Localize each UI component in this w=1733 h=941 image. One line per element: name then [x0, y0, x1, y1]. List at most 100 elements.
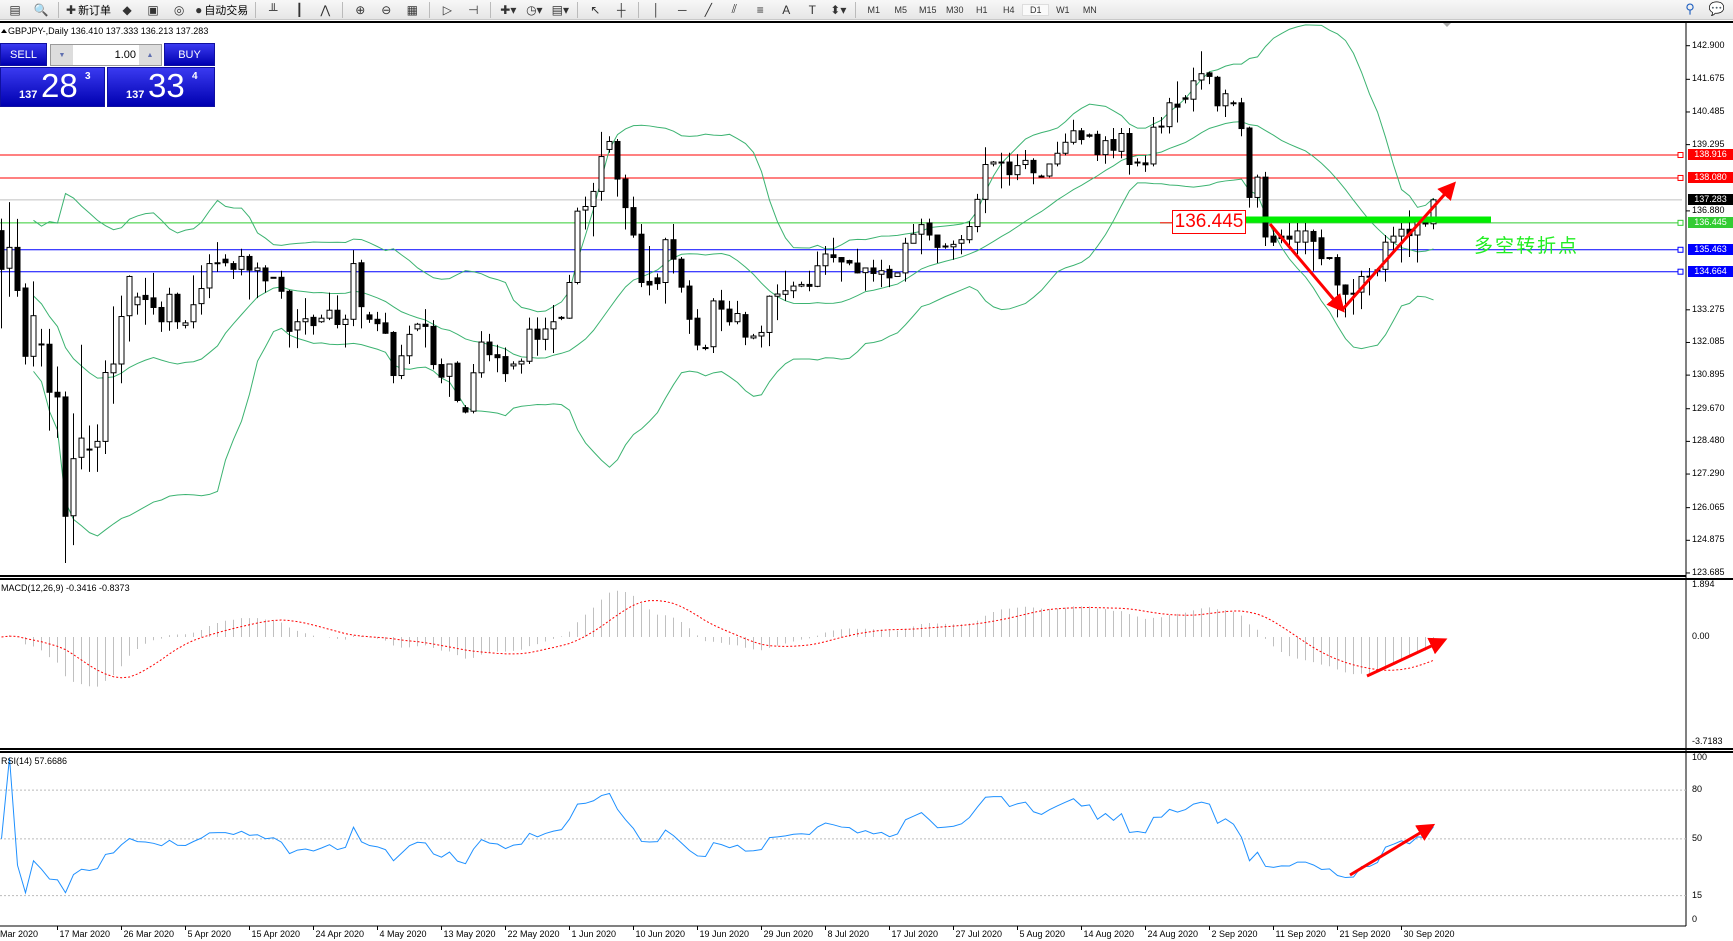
line-chart-button[interactable]: ⋀ — [312, 1, 338, 19]
timeframe-m30[interactable]: M30 — [946, 4, 964, 15]
up-arrow — [1341, 181, 1456, 310]
level-handle-icon — [1677, 152, 1684, 159]
candle-body — [1094, 133, 1101, 156]
candle — [718, 289, 725, 332]
chart-shift-button[interactable]: ⊣ — [460, 1, 486, 19]
equidistant-channel-button[interactable]: ⫽ — [721, 1, 747, 19]
date-axis-label: 17 Jul 2020 — [891, 929, 939, 939]
price-axis-label: 132.085 — [1692, 336, 1725, 347]
candle — [454, 361, 461, 403]
auto-trading-button[interactable]: ● 自动交易 — [192, 1, 251, 19]
autoscroll-button[interactable]: ▷ — [434, 1, 460, 19]
buy-button[interactable]: BUY — [164, 43, 215, 66]
chart-header-triangle-icon — [1, 29, 7, 33]
trendline-button[interactable]: ╱ — [695, 1, 721, 19]
fibonacci-button[interactable]: ≡ — [747, 1, 773, 19]
candle — [990, 160, 997, 167]
candle — [822, 246, 829, 275]
price-axis-label: 129.670 — [1692, 402, 1725, 413]
timeframe-mn[interactable]: MN — [1082, 4, 1097, 15]
text-button[interactable]: A — [773, 1, 799, 19]
macd-pane — [1, 590, 1434, 687]
toolbar-separator — [255, 1, 257, 18]
candle — [1294, 222, 1301, 255]
timeframe-h1[interactable]: H1 — [976, 4, 988, 15]
annotation-price-label[interactable]: 136.445 — [1172, 210, 1246, 234]
candle-body — [182, 322, 189, 326]
crosshair-button[interactable]: ┼ — [608, 1, 634, 19]
level-handle-icon — [1677, 219, 1684, 226]
candle — [798, 281, 805, 288]
timeframe-m1[interactable]: M1 — [867, 4, 881, 15]
candle-body — [366, 314, 373, 320]
ask-price-box[interactable]: 137 33 4 — [107, 67, 215, 107]
vertical-line-button[interactable]: │ — [643, 1, 669, 19]
search-icon[interactable]: ⚲ — [1685, 1, 1695, 16]
arrows-button[interactable]: ⬍▾ — [825, 1, 851, 19]
candle-body — [150, 297, 157, 308]
candle — [310, 314, 317, 335]
level-handle-icon — [1677, 268, 1684, 275]
timeframe-d1[interactable]: D1 — [1022, 3, 1050, 16]
candle — [1030, 158, 1037, 185]
volume-decrease-icon[interactable]: ▼ — [51, 45, 73, 65]
candle — [830, 237, 837, 263]
tile-windows-button[interactable]: ▦ — [399, 1, 425, 19]
candle — [366, 311, 373, 323]
candle — [774, 284, 781, 321]
periods-button[interactable]: ◷▾ — [521, 1, 547, 19]
candle-body — [406, 333, 413, 357]
candle — [814, 251, 821, 288]
candle — [110, 306, 117, 404]
candle-body — [1086, 134, 1093, 137]
cursor-icon: ↖ — [590, 2, 601, 17]
bid-price-box[interactable]: 137 28 3 — [0, 67, 105, 107]
candle-body — [574, 210, 581, 284]
candle — [46, 328, 53, 431]
date-axis-label: 29 Jun 2020 — [763, 929, 814, 939]
zoom-in-button[interactable]: ⊕ — [347, 1, 373, 19]
candle-body — [222, 258, 229, 264]
candle-body — [446, 363, 453, 377]
text-label-button[interactable]: T — [799, 1, 825, 19]
data-window-button[interactable]: 🔍 — [28, 1, 54, 19]
volume-increase-icon[interactable]: ▲ — [139, 45, 161, 65]
date-axis-label: 17 Mar 2020 — [59, 929, 111, 939]
candle — [1382, 235, 1389, 282]
sell-button[interactable]: SELL — [0, 43, 47, 66]
timeframe-m5[interactable]: M5 — [894, 4, 908, 15]
chart-window-button[interactable]: ▤ — [2, 1, 28, 19]
indicators-button[interactable]: ✚▾ — [495, 1, 521, 19]
candle-body — [1238, 102, 1245, 130]
candle-body — [638, 233, 645, 284]
candle-body — [1102, 140, 1109, 156]
templates-button[interactable]: ▤▾ — [547, 1, 573, 19]
down-arrow — [1268, 223, 1345, 313]
candle-body — [774, 293, 781, 297]
candle — [598, 131, 605, 201]
bar-chart-button[interactable]: ╨ — [260, 1, 286, 19]
cursor-button[interactable]: ↖ — [582, 1, 608, 19]
macd-indicator-label: MACD(12,26,9) -0.3416 -0.8373 — [1, 583, 130, 593]
terminal-button[interactable]: ▣ — [140, 1, 166, 19]
volume-input[interactable]: 1.00 — [114, 49, 136, 61]
chat-icon[interactable]: 💬 — [1708, 1, 1725, 16]
candle-body — [534, 328, 541, 340]
annotation-turning-point-text[interactable]: 多空转折点 — [1474, 235, 1580, 257]
zoom-out-button[interactable]: ⊖ — [373, 1, 399, 19]
candle-body — [694, 317, 701, 346]
timeframe-h4[interactable]: H4 — [1003, 4, 1015, 15]
timeframe-w1[interactable]: W1 — [1056, 4, 1070, 15]
candle-body — [1070, 130, 1077, 143]
candlestick-button[interactable]: ┃ — [286, 1, 312, 19]
candle — [710, 298, 717, 354]
timeframe-m15[interactable]: M15 — [919, 4, 937, 15]
candle-body — [382, 322, 389, 334]
metaeditor-button[interactable]: ◆ — [114, 1, 140, 19]
new-order-button[interactable]: ✚ 新订单 — [63, 1, 114, 19]
signals-button[interactable]: ◎ — [166, 1, 192, 19]
candle-body — [1318, 237, 1325, 260]
horizontal-line-button[interactable]: ─ — [669, 1, 695, 19]
volume-stepper[interactable]: ▼ 1.00 ▲ — [50, 44, 162, 66]
